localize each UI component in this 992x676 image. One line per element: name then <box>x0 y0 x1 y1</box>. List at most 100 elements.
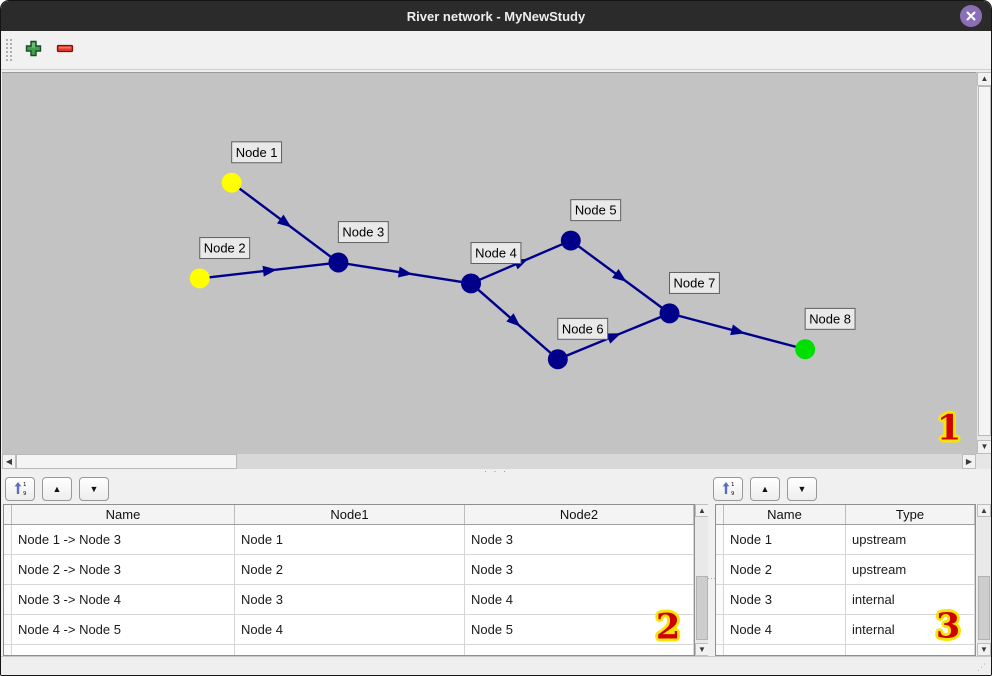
column-header[interactable]: Node1 <box>235 505 465 524</box>
corner-header-cell <box>4 505 12 524</box>
table-cell[interactable]: Node 3 <box>235 585 465 615</box>
canvas-vertical-scrollbar[interactable]: ▲ ▼ <box>976 72 991 454</box>
nodes-move-up-button[interactable]: ▲ <box>750 477 780 501</box>
svg-text:Node 3: Node 3 <box>342 225 384 240</box>
node-circle[interactable] <box>659 303 680 324</box>
window-title: River network - MyNewStudy <box>406 8 586 24</box>
reaches-move-up-button[interactable]: ▲ <box>42 477 72 501</box>
reaches-sort-button[interactable]: 1 9 <box>5 477 35 501</box>
titlebar[interactable]: River network - MyNewStudy <box>1 1 991 31</box>
network-canvas[interactable]: Node 1 Node 2 Node 3 Node 4 Node 5 Node 6 Node… <box>2 72 976 454</box>
node-label: Node 2 <box>199 237 251 260</box>
table-cell[interactable]: Node 3 <box>465 555 694 585</box>
toolbar-drag-handle[interactable] <box>6 39 12 61</box>
table-cell[interactable]: Node 4 <box>724 615 846 645</box>
resize-grip-icon[interactable]: ⋰ <box>977 662 987 672</box>
table-row[interactable]: Node 3 internal <box>716 585 975 615</box>
table-row[interactable]: Node 2 upstream <box>716 555 975 585</box>
row-header-strip <box>4 585 12 615</box>
column-header[interactable]: Type <box>846 505 975 524</box>
reaches-table: Name Node1 Node2 Node 1 -> Node 3 Node 1 Node… <box>3 504 695 656</box>
node-circle[interactable] <box>221 172 242 193</box>
table-cell[interactable]: Node 5 <box>465 615 694 645</box>
row-header-strip <box>716 525 724 555</box>
table-cell[interactable]: Node 2 <box>724 555 846 585</box>
triangle-up-icon: ▲ <box>760 484 770 494</box>
table-cell[interactable]: upstream <box>846 555 975 585</box>
node-label: Node 1 <box>231 141 283 164</box>
arrow-down-icon: ▼ <box>980 442 989 451</box>
table-cell[interactable]: Node 4 -> Node 5 <box>12 615 235 645</box>
remove-node-button[interactable] <box>52 37 78 63</box>
scroll-up-button[interactable]: ▲ <box>695 504 709 517</box>
canvas-horizontal-scrollbar[interactable]: ◀ ▶ <box>2 454 976 469</box>
node-circle[interactable] <box>547 349 568 370</box>
scroll-down-button[interactable]: ▼ <box>977 643 991 656</box>
triangle-down-icon: ▼ <box>797 484 807 494</box>
table-cell[interactable]: Node 1 <box>235 525 465 555</box>
table-cell[interactable]: Node 1 -> Node 3 <box>12 525 235 555</box>
node-circle[interactable] <box>189 268 210 289</box>
reaches-toolbar: 1 9 ▲ ▼ <box>5 474 109 504</box>
scroll-up-button[interactable]: ▲ <box>977 504 991 517</box>
nodes-table-scrollbar[interactable]: ▲ ▼ <box>977 504 991 656</box>
table-row[interactable]: Node 3 -> Node 4 Node 3 Node 4 <box>4 585 694 615</box>
river-network-svg: Node 1 Node 2 Node 3 Node 4 Node 5 Node 6 Node… <box>189 141 856 370</box>
arrow-right-icon: ▶ <box>965 456 973 466</box>
scroll-right-button[interactable]: ▶ <box>962 454 976 469</box>
scroll-down-button[interactable]: ▼ <box>695 643 709 656</box>
vertical-scroll-thumb[interactable] <box>696 576 708 640</box>
node-circle[interactable] <box>795 339 816 360</box>
svg-text:Node 5: Node 5 <box>575 203 617 218</box>
row-header-strip <box>4 555 12 585</box>
column-header[interactable]: Name <box>12 505 235 524</box>
node-circle[interactable] <box>328 252 349 273</box>
table-cell[interactable]: Node 4 <box>235 615 465 645</box>
column-header[interactable]: Node2 <box>465 505 694 524</box>
horizontal-splitter[interactable]: · · · <box>1 467 991 476</box>
node-circle[interactable] <box>560 230 581 251</box>
reaches-move-down-button[interactable]: ▼ <box>79 477 109 501</box>
column-header[interactable]: Name <box>724 505 846 524</box>
table-row[interactable]: Node 1 -> Node 3 Node 1 Node 3 <box>4 525 694 555</box>
node-circle[interactable] <box>461 273 482 294</box>
table-cell[interactable]: internal <box>846 585 975 615</box>
table-row[interactable]: Node 2 -> Node 3 Node 2 Node 3 <box>4 555 694 585</box>
add-plus-icon <box>25 40 42 60</box>
table-cell[interactable]: Node 1 <box>724 525 846 555</box>
reaches-table-scrollbar[interactable]: ▲ ▼ <box>695 504 710 656</box>
close-button[interactable] <box>960 5 982 27</box>
table-cell[interactable]: Node 3 <box>724 585 846 615</box>
table-cell[interactable]: Node 2 -> Node 3 <box>12 555 235 585</box>
table-cell[interactable]: Node 3 -> Node 4 <box>12 585 235 615</box>
vertical-splitter[interactable]: · · · <box>704 504 720 656</box>
table-row[interactable]: Node 1 upstream <box>716 525 975 555</box>
node-label: Node 7 <box>669 271 720 294</box>
scroll-left-button[interactable]: ◀ <box>2 454 16 469</box>
vertical-scroll-thumb[interactable] <box>978 86 991 436</box>
scroll-up-button[interactable]: ▲ <box>977 72 991 86</box>
table-cell[interactable]: Node 2 <box>235 555 465 585</box>
scrollbar-corner <box>976 454 991 469</box>
table-row[interactable]: Node 4 internal <box>716 615 975 645</box>
flow-arrow-icon <box>397 266 413 278</box>
svg-text:Node 8: Node 8 <box>809 311 851 326</box>
horizontal-scroll-thumb[interactable] <box>16 454 237 469</box>
nodes-table: Name Type Node 1 upstream Node 2 upstream Node… <box>715 504 976 656</box>
nodes-sort-button[interactable]: 1 9 <box>713 477 743 501</box>
vertical-scroll-thumb[interactable] <box>978 576 990 640</box>
flow-arrow-icon <box>606 333 622 344</box>
table-cell[interactable]: Node 4 <box>465 585 694 615</box>
table-cell[interactable]: internal <box>846 615 975 645</box>
table-cell[interactable]: Node 3 <box>465 525 694 555</box>
nodes-move-down-button[interactable]: ▼ <box>787 477 817 501</box>
table-cell[interactable]: upstream <box>846 525 975 555</box>
row-header-strip <box>4 615 12 645</box>
scroll-down-button[interactable]: ▼ <box>977 440 991 454</box>
add-node-button[interactable] <box>20 37 46 63</box>
table-cell <box>235 645 465 655</box>
arrow-up-icon: ▲ <box>698 505 706 515</box>
table-row[interactable]: Node 4 -> Node 5 Node 4 Node 5 <box>4 615 694 645</box>
table-cell <box>846 645 975 655</box>
